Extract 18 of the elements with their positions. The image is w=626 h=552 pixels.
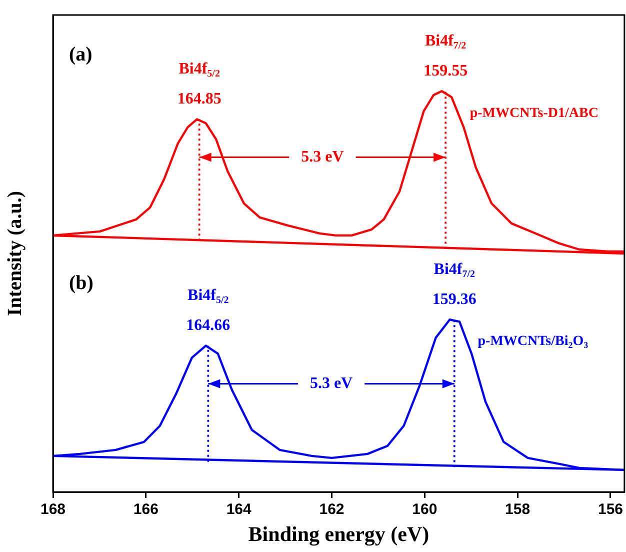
text: (a) <box>69 43 92 66</box>
annotation: 159.36 <box>432 290 476 308</box>
x-tick-label: 168 <box>40 501 66 518</box>
y-axis-title: Intensity (a.u.) <box>4 190 26 316</box>
annotation: 5.3 eV <box>310 374 354 392</box>
x-tick-label: 156 <box>598 501 623 518</box>
x-tick-label: 158 <box>505 501 530 518</box>
x-tick-label: 164 <box>226 501 252 518</box>
x-tick-label: 162 <box>319 501 344 518</box>
x-tick-label: 166 <box>133 501 158 518</box>
annotation: 164.66 <box>186 316 230 334</box>
annotation: 5.3 eV <box>301 148 344 166</box>
x-axis-title: Binding energy (eV) <box>248 522 430 546</box>
annotation: (b) <box>69 272 94 294</box>
text: 159.55 <box>424 62 468 80</box>
series-label: p-MWCNTs-D1/ABC <box>470 106 598 121</box>
x-tick-label: 160 <box>412 501 438 518</box>
annotation: 164.85 <box>177 90 222 108</box>
